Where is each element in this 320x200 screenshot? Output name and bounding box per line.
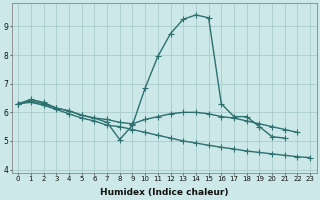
X-axis label: Humidex (Indice chaleur): Humidex (Indice chaleur) xyxy=(100,188,228,197)
